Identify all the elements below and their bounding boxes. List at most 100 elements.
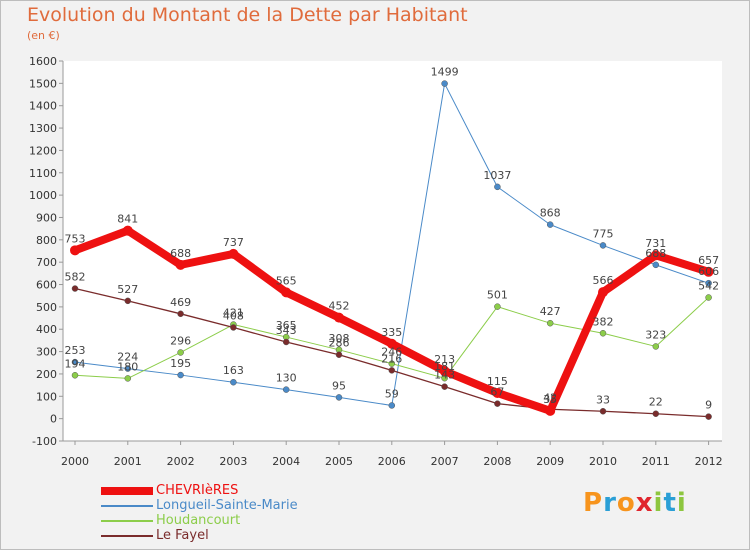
data-point-houdancourt (494, 303, 501, 310)
data-point-chevrieres (228, 248, 239, 259)
data-label-le-fayel: 408 (223, 309, 244, 322)
data-point-longueil-sainte-marie (388, 402, 396, 409)
data-point-houdancourt (124, 375, 132, 382)
y-tick-label: 500 (36, 301, 57, 314)
y-tick-label: 800 (36, 234, 57, 247)
y-tick-label: 1200 (29, 144, 57, 157)
legend-label: Le Fayel (156, 528, 209, 543)
data-label-longueil-sainte-marie: 95 (332, 379, 346, 392)
data-label-chevrieres: 452 (329, 300, 350, 313)
legend-swatch (101, 535, 153, 537)
data-label-longueil-sainte-marie: 253 (65, 344, 86, 357)
data-point-longueil-sainte-marie (177, 371, 184, 379)
data-point-chevrieres (650, 250, 661, 261)
chart-title: Evolution du Montant de la Dette par Hab… (27, 4, 468, 26)
data-label-chevrieres: 731 (645, 237, 666, 250)
data-point-houdancourt (388, 360, 396, 367)
data-point-le-fayel (652, 410, 660, 417)
y-tick-label: 700 (36, 256, 57, 269)
x-tick-label: 2005 (325, 455, 353, 468)
data-label-le-fayel: 22 (649, 396, 663, 409)
data-label-le-fayel: 33 (596, 393, 610, 406)
data-point-le-fayel (441, 383, 448, 390)
y-tick-label: 1600 (29, 55, 57, 68)
data-point-le-fayel (230, 324, 237, 331)
x-tick-label: 2011 (642, 455, 670, 468)
data-label-houdancourt: 421 (223, 307, 244, 320)
data-label-houdancourt: 194 (65, 357, 86, 370)
data-label-longueil-sainte-marie: 224 (117, 351, 138, 364)
data-point-houdancourt (652, 343, 660, 350)
x-tick-label: 2012 (695, 455, 723, 468)
data-label-le-fayel: 343 (276, 324, 297, 337)
data-label-houdancourt: 180 (117, 360, 138, 373)
x-tick-label: 2007 (431, 455, 459, 468)
data-point-le-fayel (71, 285, 79, 292)
data-label-le-fayel: 527 (117, 283, 138, 296)
y-tick-label: 100 (36, 390, 57, 403)
data-label-longueil-sainte-marie: 1499 (431, 66, 459, 79)
data-label-longueil-sainte-marie: 130 (276, 372, 297, 385)
data-label-houdancourt: 181 (434, 360, 455, 373)
data-label-chevrieres: 688 (170, 247, 191, 260)
legend-swatch (101, 505, 153, 507)
y-tick-label: -100 (32, 435, 57, 448)
data-point-chevrieres (703, 266, 714, 277)
data-label-houdancourt: 382 (593, 315, 614, 328)
y-tick-label: 300 (36, 346, 57, 359)
data-point-le-fayel (124, 297, 132, 305)
data-point-longueil-sainte-marie (282, 386, 290, 393)
data-point-le-fayel (599, 408, 607, 415)
data-label-chevrieres: 115 (487, 375, 508, 388)
data-point-chevrieres (334, 312, 344, 323)
data-label-chevrieres: 566 (593, 274, 614, 287)
data-point-longueil-sainte-marie (335, 394, 343, 401)
x-tick-label: 2006 (378, 455, 406, 468)
data-point-houdancourt (705, 294, 712, 301)
data-label-longueil-sainte-marie: 1037 (483, 169, 511, 182)
data-point-chevrieres (439, 366, 450, 377)
data-label-longueil-sainte-marie: 868 (540, 207, 561, 220)
data-label-houdancourt: 308 (329, 332, 350, 345)
data-point-chevrieres (386, 338, 397, 349)
y-tick-label: 200 (36, 368, 57, 381)
data-point-le-fayel (282, 338, 290, 346)
data-point-longueil-sainte-marie (546, 221, 554, 228)
data-label-longueil-sainte-marie: 775 (593, 227, 614, 240)
data-point-chevrieres (122, 225, 133, 236)
data-label-le-fayel: 67 (490, 386, 504, 399)
y-tick-label: 1300 (29, 122, 57, 135)
y-tick-label: 900 (36, 211, 57, 224)
data-label-houdancourt: 246 (381, 346, 402, 359)
y-tick-label: 0 (50, 413, 57, 426)
data-point-le-fayel (705, 413, 712, 420)
data-point-longueil-sainte-marie (652, 261, 660, 269)
x-tick-label: 2002 (167, 455, 195, 468)
data-point-houdancourt (177, 349, 184, 356)
legend-swatch (101, 520, 153, 522)
data-point-longueil-sainte-marie (705, 279, 712, 287)
y-tick-label: 1100 (29, 167, 57, 180)
data-point-chevrieres (281, 287, 292, 298)
data-label-chevrieres: 565 (276, 274, 297, 287)
data-label-le-fayel: 9 (705, 399, 712, 412)
data-point-houdancourt (599, 330, 607, 337)
data-point-longueil-sainte-marie (599, 242, 607, 249)
legend-label: CHEVRIèRES (156, 483, 239, 498)
data-point-chevrieres (70, 245, 80, 256)
data-label-longueil-sainte-marie: 195 (170, 357, 191, 370)
data-label-houdancourt: 427 (540, 305, 561, 318)
data-point-chevrieres (492, 387, 503, 398)
legend-label: Longueil-Sainte-Marie (156, 498, 298, 513)
data-point-longueil-sainte-marie (124, 365, 132, 372)
plot-area (63, 61, 722, 441)
data-label-houdancourt: 365 (276, 319, 297, 332)
legend-swatch (101, 487, 153, 495)
line-chart: -100 0 100 200 300 400 500 600 700 800 900 1000 1100… (29, 55, 723, 468)
x-tick-label: 2003 (219, 455, 247, 468)
data-point-le-fayel (494, 400, 501, 407)
data-point-longueil-sainte-marie (230, 378, 237, 386)
data-point-longueil-sainte-marie (494, 183, 501, 191)
data-label-le-fayel: 216 (381, 352, 402, 365)
x-tick-label: 2001 (114, 455, 142, 468)
